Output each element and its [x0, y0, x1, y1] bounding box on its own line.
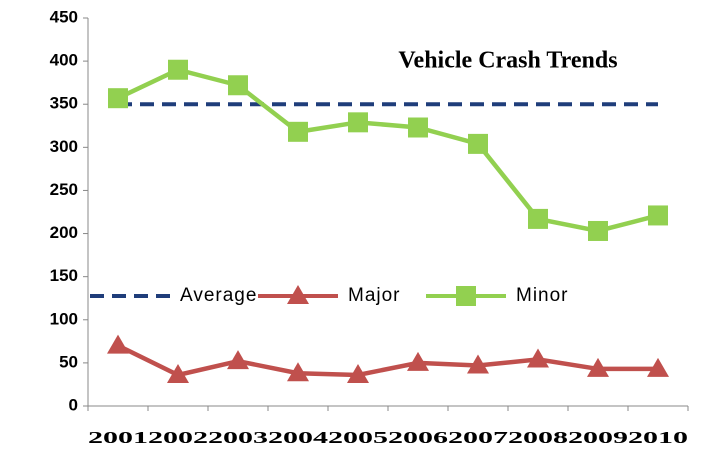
marker [647, 357, 669, 377]
x-tick-label: 2001 [88, 428, 148, 447]
marker [528, 208, 548, 229]
marker [588, 220, 608, 241]
line [117, 67, 659, 234]
marker [456, 286, 476, 306]
legend-label: Minor [516, 285, 569, 306]
x-tick-label: 2003 [208, 428, 268, 447]
legend-marker [287, 285, 309, 304]
y-tick-label: 100 [50, 309, 78, 328]
y-tick-label: 250 [50, 180, 78, 199]
y-tick-label: 400 [50, 51, 78, 70]
y-tick-label: 200 [50, 223, 78, 242]
x-tick-label: 2010 [628, 428, 688, 447]
marker [527, 348, 549, 368]
marker [467, 354, 489, 374]
line [117, 343, 658, 378]
chart-title: Vehicle Crash Trends [398, 48, 617, 74]
legend-label: Average [180, 285, 257, 306]
marker [587, 357, 609, 377]
marker [348, 112, 368, 133]
x-tick-label: 2004 [268, 428, 329, 447]
y-tick-label: 300 [50, 137, 78, 156]
legend-label: Major [348, 285, 401, 306]
y-tick-label: 450 [50, 7, 78, 26]
x-tick-label: 2009 [568, 428, 628, 447]
y-tick-label: 0 [69, 395, 78, 414]
marker [408, 117, 428, 138]
y-tick-label: 50 [59, 352, 78, 371]
marker [228, 75, 248, 96]
x-tick-label: 2002 [148, 428, 208, 447]
marker [168, 59, 188, 80]
marker [107, 334, 129, 354]
x-tick-label: 2008 [508, 428, 568, 447]
marker [648, 205, 668, 226]
marker [108, 88, 128, 109]
y-tick-label: 150 [50, 266, 78, 285]
y-tick-label: 350 [50, 94, 78, 113]
x-tick-label: 2007 [448, 428, 509, 447]
marker [287, 362, 309, 382]
x-tick-label: 2006 [388, 428, 448, 447]
marker [288, 121, 308, 142]
legend-marker [456, 286, 476, 306]
marker [167, 363, 189, 383]
marker [227, 350, 249, 370]
marker [407, 351, 429, 371]
marker [347, 363, 369, 383]
marker [468, 133, 488, 154]
x-tick-label: 2005 [328, 428, 388, 447]
marker [287, 285, 309, 304]
